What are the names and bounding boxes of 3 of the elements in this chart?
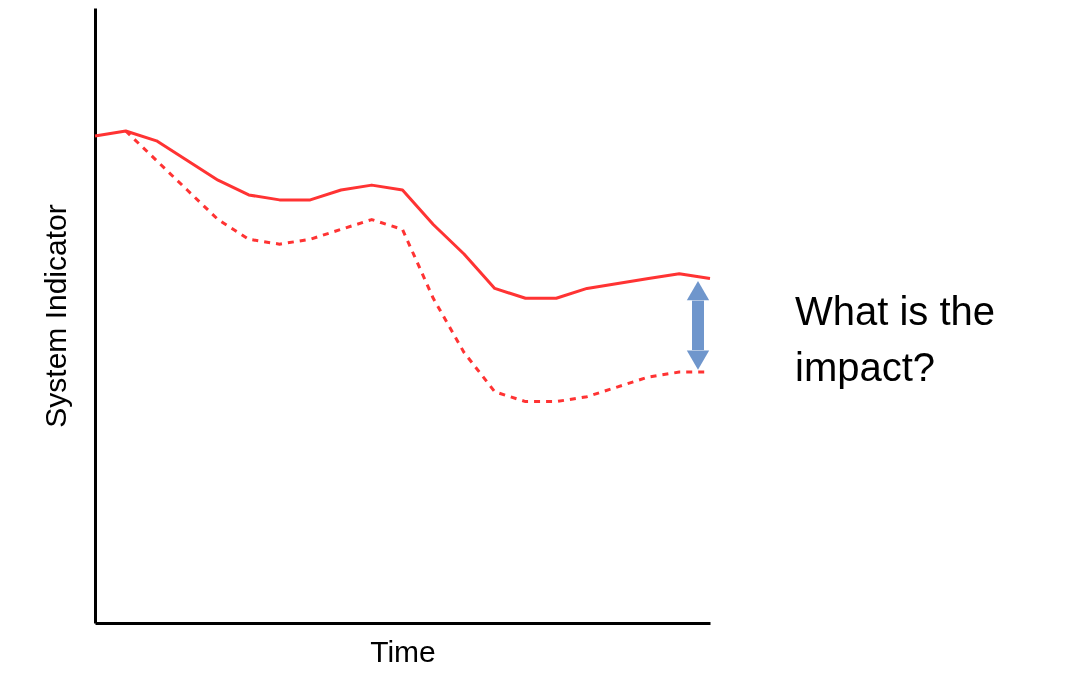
y-axis-title: System Indicator bbox=[38, 204, 72, 428]
x-axis-title: Time bbox=[370, 634, 436, 668]
text: What is the impact? bbox=[795, 289, 996, 389]
